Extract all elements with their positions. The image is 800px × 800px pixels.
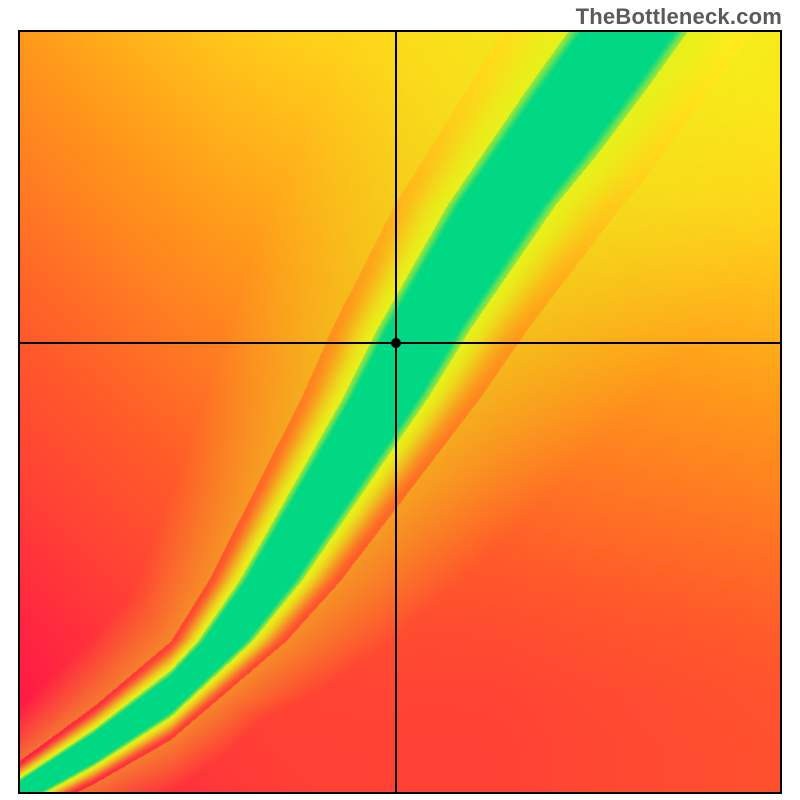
crosshair-vertical xyxy=(395,30,397,794)
page-root: { "attribution": { "text": "TheBottlenec… xyxy=(0,0,800,800)
heatmap-canvas xyxy=(18,30,782,794)
heatmap-frame xyxy=(18,30,782,794)
attribution-text: TheBottleneck.com xyxy=(576,4,782,30)
